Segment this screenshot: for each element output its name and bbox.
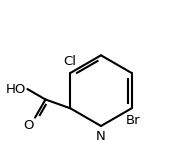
Text: N: N xyxy=(96,130,106,143)
Text: Cl: Cl xyxy=(63,55,76,69)
Text: Br: Br xyxy=(126,114,140,127)
Text: HO: HO xyxy=(5,83,26,95)
Text: O: O xyxy=(23,119,33,132)
